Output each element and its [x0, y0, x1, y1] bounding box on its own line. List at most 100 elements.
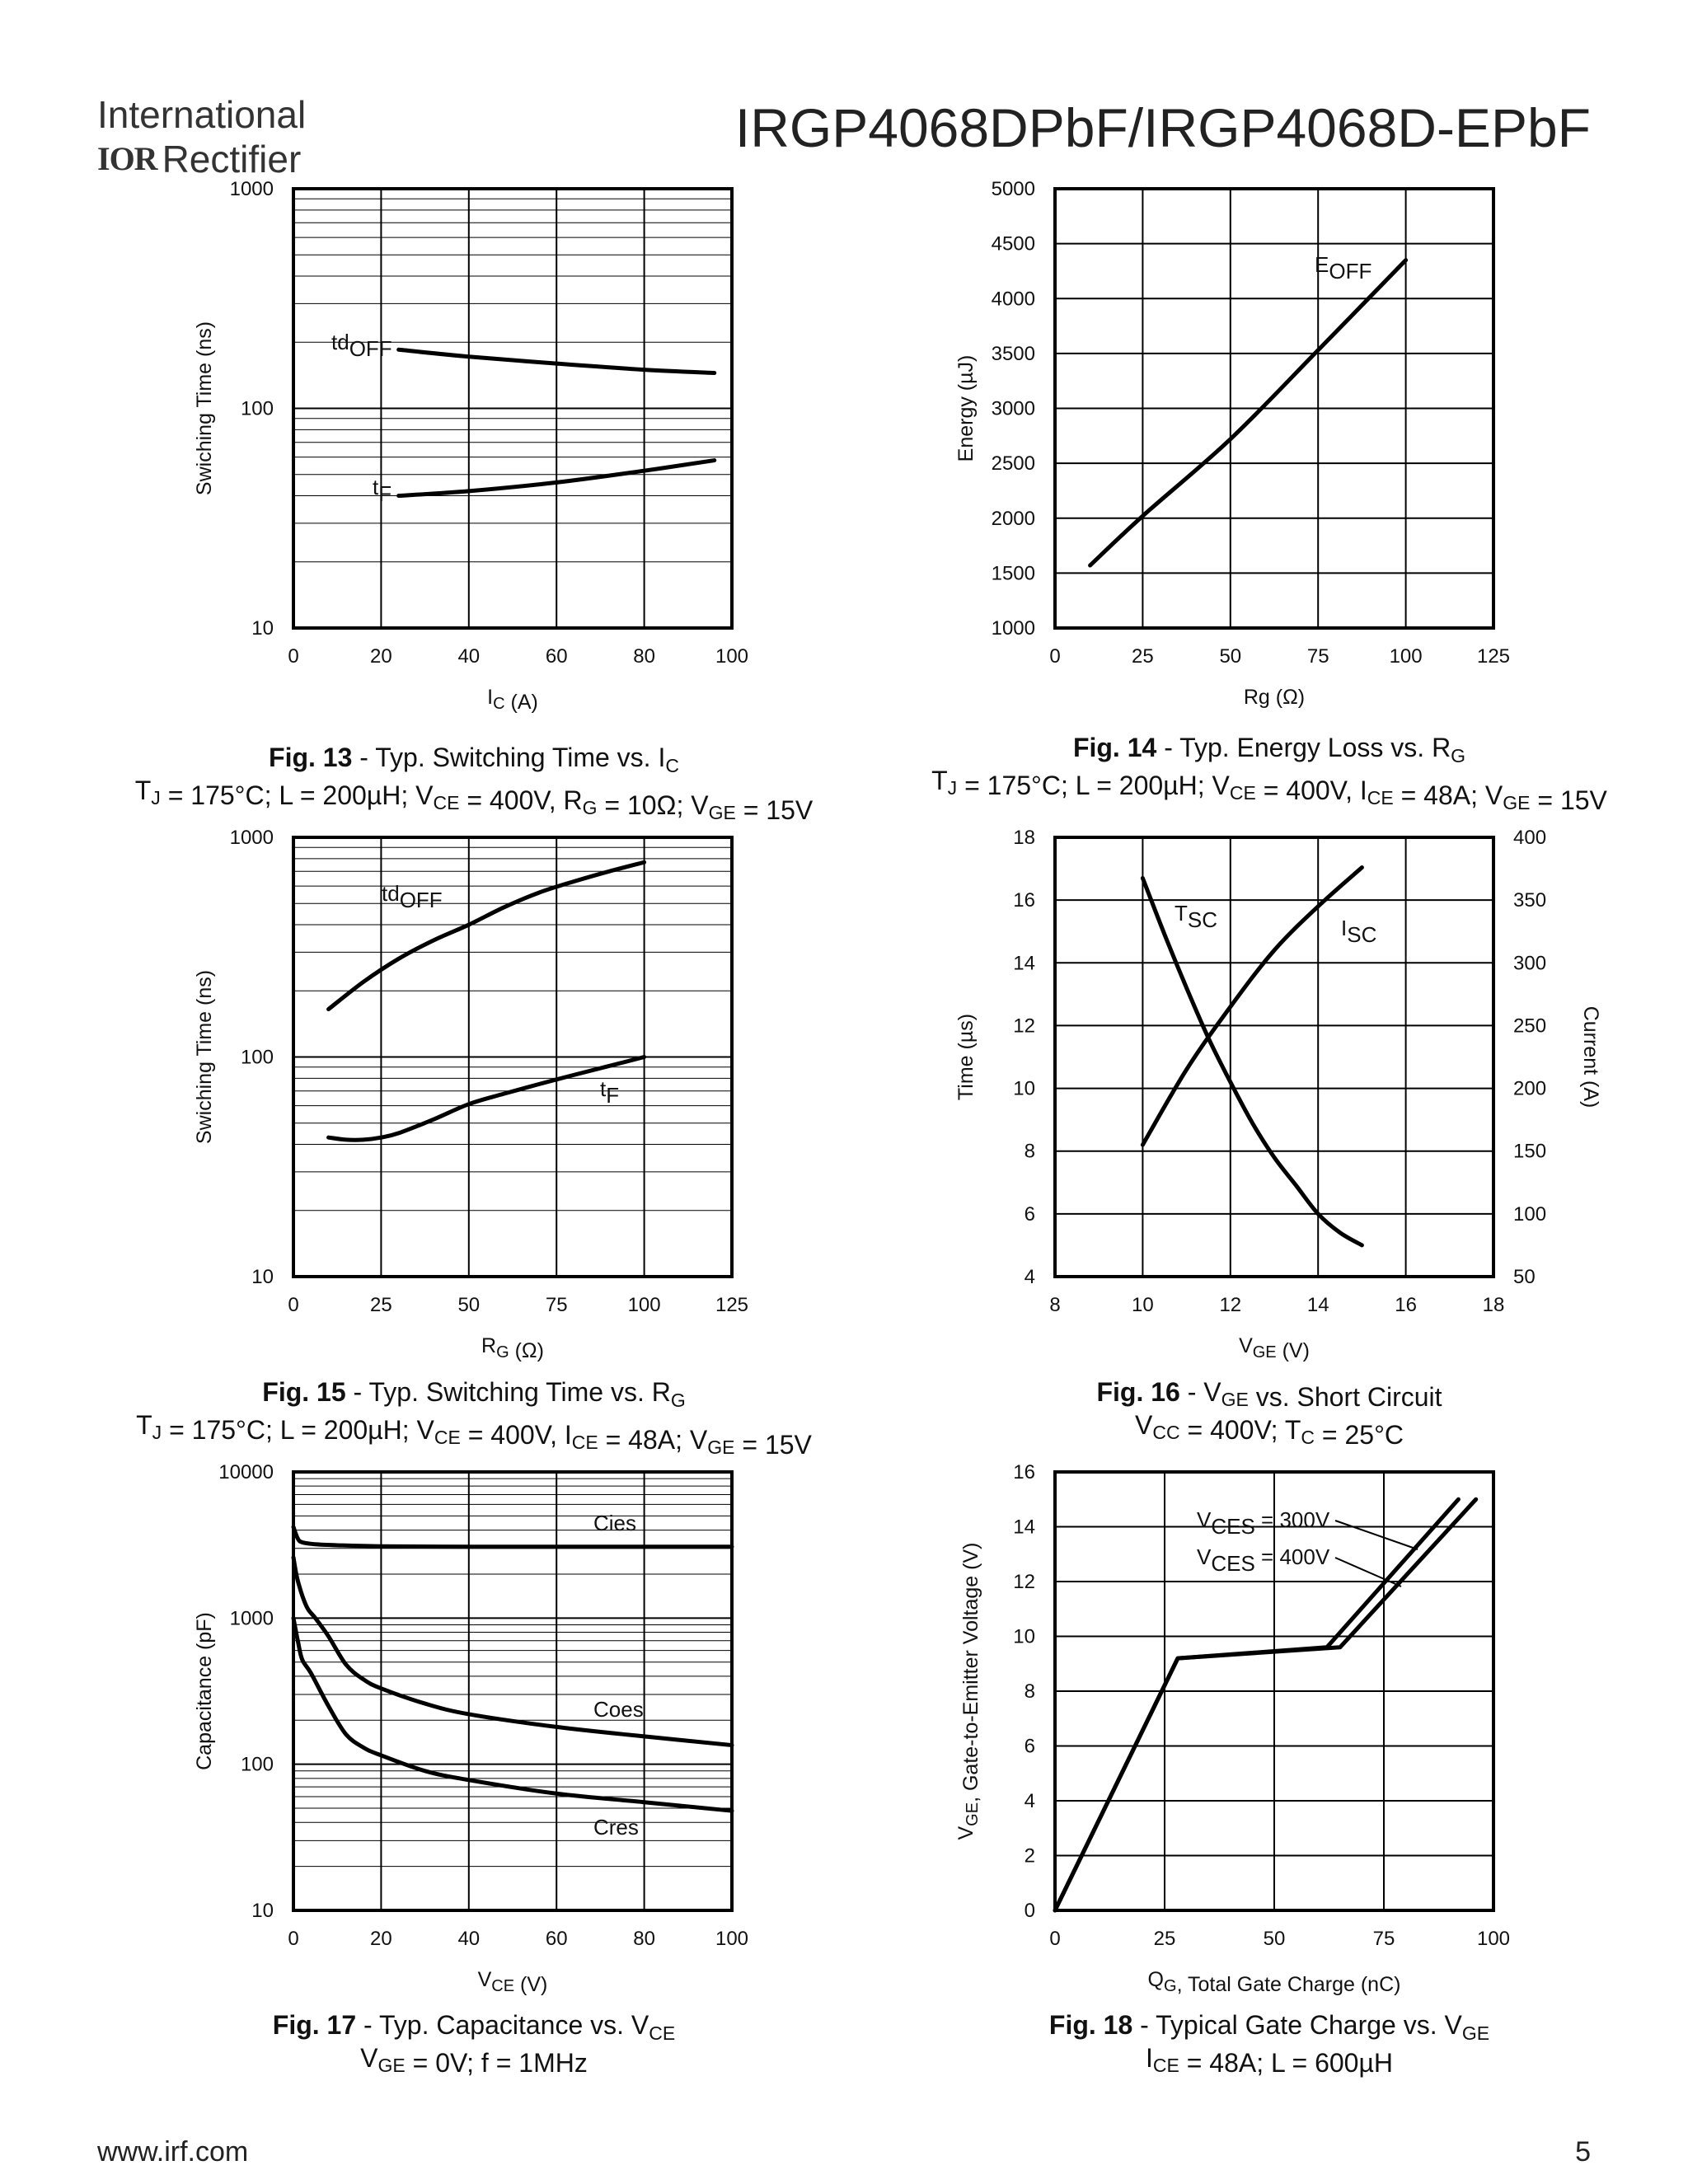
fig18-label-vces-400: VCES = 400V [1197, 1544, 1330, 1576]
fig15-x-tick-label: 0 [288, 1294, 298, 1316]
fig16-series-isc [1140, 865, 1364, 1147]
fig15-series-tdoff [326, 860, 647, 1012]
fig15-x-tick-label: 50 [457, 1294, 480, 1316]
footer-url[interactable]: www.irf.com [97, 2136, 249, 2168]
fig14-y-tick-label: 3500 [992, 343, 1035, 365]
fig16-y2-tick-label: 350 [1513, 889, 1546, 912]
fig18-label-leader [1334, 1520, 1418, 1550]
fig18-label-vces-300: VCES = 300V [1197, 1507, 1330, 1539]
fig13-x-axis-label: IC (A) [487, 686, 538, 714]
fig15-caption-title: Fig. 15 - Typ. Switching Time vs. RG [262, 1377, 685, 1411]
fig18-y-tick-label: 12 [1013, 1571, 1035, 1593]
fig14-y-tick-label: 1000 [992, 617, 1035, 640]
company-name-line2: Rectifier [162, 138, 302, 180]
fig17-label-cres: Cres [593, 1815, 639, 1840]
fig18-caption-conditions: ICE = 48A; L = 600µH [1146, 2043, 1393, 2078]
fig17-x-axis-label: VCE (V) [478, 1968, 548, 1996]
fig16-y2-tick-label: 100 [1513, 1203, 1546, 1226]
fig13-caption-conditions: TJ = 175°C; L = 200µH; VCE = 400V, RG = … [135, 776, 814, 825]
fig15-x-axis-label: RG (Ω) [481, 1334, 544, 1362]
fig14-x-tick-label: 75 [1307, 645, 1329, 668]
fig16-y-tick-label: 8 [1025, 1141, 1035, 1163]
fig18-y-tick-label: 2 [1025, 1845, 1035, 1868]
fig14-x-tick-label: 100 [1390, 645, 1423, 668]
fig16-y-tick-label: 10 [1013, 1078, 1035, 1100]
fig13-x-tick-label: 100 [715, 645, 748, 668]
fig15-y-tick-label: 1000 [230, 827, 274, 849]
fig16-x-tick-label: 12 [1219, 1294, 1241, 1316]
fig14-y-axis-label: Energy (µJ) [954, 355, 978, 462]
fig16-series-tsc [1140, 875, 1364, 1248]
fig16-y2-tick-label: 400 [1513, 827, 1546, 849]
fig15-x-tick-label: 100 [628, 1294, 661, 1316]
fig16-chart: 8 10 12 14 16 18 4 6 8 10 12 14 16 18 50 100 150 200 250 30… [954, 827, 1602, 1450]
fig13-label-tf: tF [373, 475, 392, 506]
fig14-y-tick-label: 4000 [992, 288, 1035, 310]
fig16-y-tick-label: 4 [1025, 1266, 1035, 1288]
fig16-caption-title: Fig. 16 - VGE vs. Short Circuit [1096, 1377, 1442, 1412]
fig17-x-tick-label: 20 [370, 1928, 392, 1950]
fig13-y-tick-label: 100 [241, 398, 274, 420]
fig18-caption-title: Fig. 18 - Typical Gate Charge vs. VGE [1049, 2010, 1489, 2044]
fig13-x-tick-label: 80 [633, 645, 655, 668]
fig18-series-vces-400v [1053, 1497, 1479, 1913]
fig18-x-tick-label: 100 [1477, 1928, 1510, 1950]
fig14-y-tick-label: 5000 [992, 178, 1035, 200]
fig16-label-tsc: TSC [1175, 901, 1217, 932]
fig13-x-tick-label: 40 [457, 645, 480, 668]
fig18-x-tick-label: 50 [1264, 1928, 1286, 1950]
fig16-y-tick-label: 16 [1013, 889, 1035, 912]
fig13-x-tick-label: 20 [370, 645, 392, 668]
fig14-caption-conditions: TJ = 175°C; L = 200µH; VCE = 400V, ICE =… [931, 766, 1607, 815]
fig16-y2-tick-label: 50 [1513, 1266, 1536, 1288]
fig18-x-tick-label: 0 [1049, 1928, 1060, 1950]
fig17-series-cies [291, 1525, 734, 1549]
fig15-label-tdoff: tdOFF [382, 881, 443, 912]
fig15-y-tick-label: 10 [251, 1266, 274, 1288]
fig18-x-tick-label: 75 [1373, 1928, 1395, 1950]
fig18-y-axis-label: VGE, Gate-to-Emitter Voltage (V) [954, 1543, 982, 1840]
fig17-x-tick-label: 100 [715, 1928, 748, 1950]
fig16-y2-axis-label: Current (A) [1579, 1006, 1602, 1108]
fig18-y-tick-label: 0 [1025, 1900, 1035, 1922]
fig14-y-tick-label: 1500 [992, 562, 1035, 584]
fig16-x-tick-label: 8 [1049, 1294, 1060, 1316]
fig14-x-tick-label: 125 [1477, 645, 1510, 668]
fig15-x-tick-label: 75 [546, 1294, 568, 1316]
fig14-chart: 0 25 50 75 100 125 1000 1500 2000 2500 3000 3500 400… [931, 178, 1607, 815]
fig17-series-coes [291, 1555, 734, 1748]
fig18-y-tick-label: 16 [1013, 1461, 1035, 1483]
fig13-x-tick-label: 60 [546, 645, 568, 668]
fig17-x-tick-label: 60 [546, 1928, 568, 1950]
fig17-x-tick-label: 80 [633, 1928, 655, 1950]
fig16-y2-tick-label: 300 [1513, 952, 1546, 974]
fig16-x-axis-label: VGE (V) [1239, 1334, 1310, 1362]
fig17-plot-frame [292, 1470, 734, 1912]
fig15-plot-frame [292, 836, 734, 1278]
page-number: 5 [1575, 2136, 1591, 2168]
fig14-series-eoff [1088, 258, 1409, 568]
fig14-y-tick-label: 2000 [992, 508, 1035, 530]
fig16-plot-frame [1053, 836, 1495, 1278]
fig16-caption-conditions: VCC = 400V; TC = 25°C [1135, 1410, 1404, 1450]
fig13-y-tick-label: 10 [251, 617, 274, 640]
fig15-x-tick-label: 125 [715, 1294, 748, 1316]
fig17-y-tick-label: 10000 [218, 1461, 274, 1483]
fig14-y-tick-label: 2500 [992, 452, 1035, 475]
fig17-y-tick-label: 10 [251, 1900, 274, 1922]
fig14-plot-frame [1053, 187, 1495, 630]
fig17-x-tick-label: 40 [457, 1928, 480, 1950]
company-name-line1: International [97, 93, 307, 136]
fig16-y2-tick-label: 200 [1513, 1078, 1546, 1100]
fig16-x-tick-label: 14 [1307, 1294, 1329, 1316]
fig16-y-axis-label: Time (µs) [954, 1014, 978, 1100]
fig14-x-tick-label: 50 [1219, 645, 1241, 668]
fig16-y-tick-label: 12 [1013, 1015, 1035, 1037]
fig18-x-axis-label: QG, Total Gate Charge (nC) [1148, 1968, 1401, 1996]
fig13-caption-title: Fig. 13 - Typ. Switching Time vs. IC [269, 743, 679, 776]
fig13-y-axis-label: Swiching Time (ns) [193, 321, 216, 495]
fig13-x-tick-label: 0 [288, 645, 298, 668]
fig17-label-coes: Coes [593, 1697, 644, 1722]
fig15-chart: 0 25 50 75 100 125 10 100 1000 RG (Ω) Swiching Tim… [136, 827, 812, 1460]
